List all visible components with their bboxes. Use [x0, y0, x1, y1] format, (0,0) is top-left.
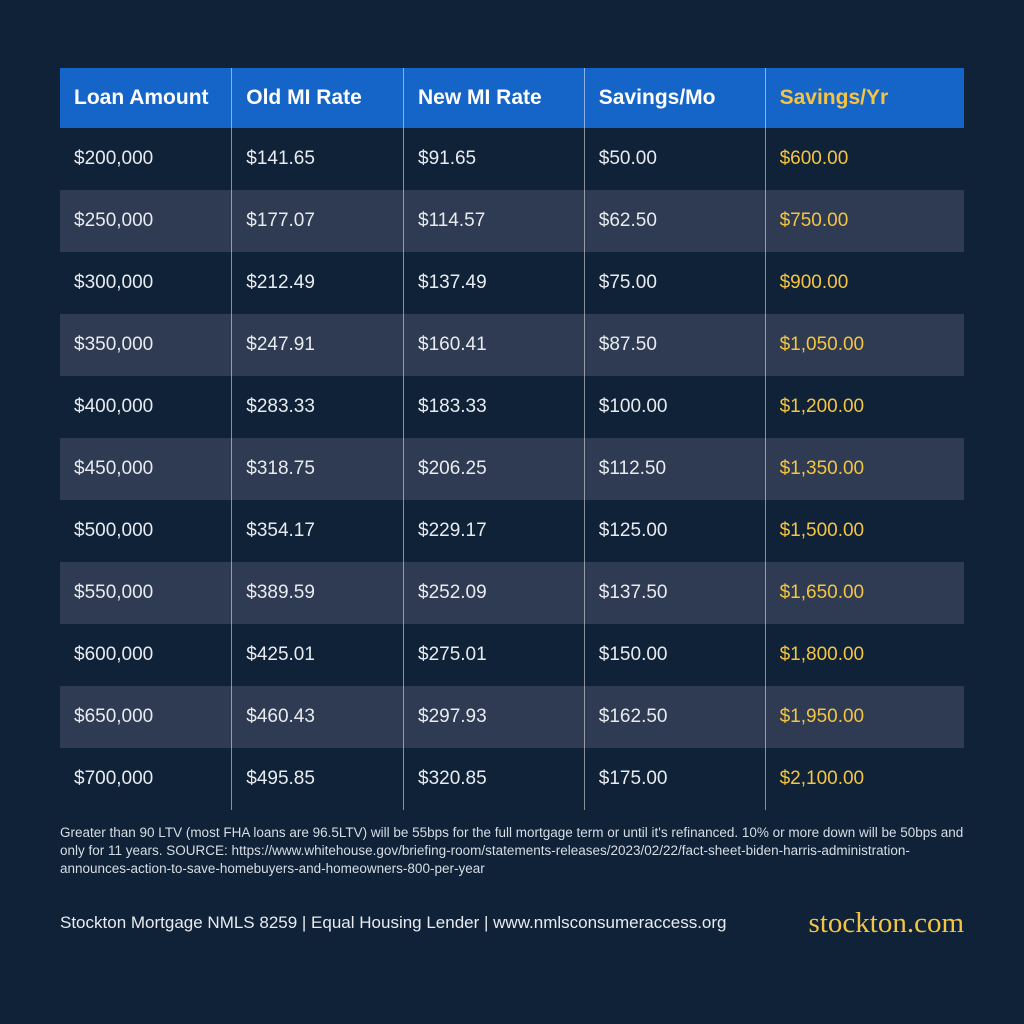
col-header-savings-yr: Savings/Yr: [765, 68, 964, 128]
brand-link[interactable]: stockton.com: [809, 907, 964, 940]
table-cell: $162.50: [584, 686, 765, 748]
col-header-new-mi-rate: New MI Rate: [404, 68, 585, 128]
table-cell: $500,000: [60, 500, 232, 562]
table-cell: $91.65: [404, 128, 585, 190]
table-cell: $137.49: [404, 252, 585, 314]
table-cell: $320.85: [404, 748, 585, 810]
table-cell: $495.85: [232, 748, 404, 810]
table-row: $700,000$495.85$320.85$175.00$2,100.00: [60, 748, 964, 810]
table-cell: $2,100.00: [765, 748, 964, 810]
table-cell: $141.65: [232, 128, 404, 190]
table-cell: $137.50: [584, 562, 765, 624]
table-cell: $1,500.00: [765, 500, 964, 562]
table-cell: $354.17: [232, 500, 404, 562]
table-cell: $112.50: [584, 438, 765, 500]
table-cell: $177.07: [232, 190, 404, 252]
table-cell: $550,000: [60, 562, 232, 624]
table-cell: $250,000: [60, 190, 232, 252]
table-cell: $1,050.00: [765, 314, 964, 376]
table-row: $350,000$247.91$160.41$87.50$1,050.00: [60, 314, 964, 376]
col-header-old-mi-rate: Old MI Rate: [232, 68, 404, 128]
table-cell: $389.59: [232, 562, 404, 624]
table-cell: $350,000: [60, 314, 232, 376]
table-cell: $900.00: [765, 252, 964, 314]
table-cell: $650,000: [60, 686, 232, 748]
table-row: $450,000$318.75$206.25$112.50$1,350.00: [60, 438, 964, 500]
table-cell: $1,650.00: [765, 562, 964, 624]
table-cell: $50.00: [584, 128, 765, 190]
table-cell: $450,000: [60, 438, 232, 500]
table-cell: $750.00: [765, 190, 964, 252]
table-cell: $175.00: [584, 748, 765, 810]
table-row: $400,000$283.33$183.33$100.00$1,200.00: [60, 376, 964, 438]
table-row: $300,000$212.49$137.49$75.00$900.00: [60, 252, 964, 314]
table-row: $200,000$141.65$91.65$50.00$600.00: [60, 128, 964, 190]
table-cell: $425.01: [232, 624, 404, 686]
table-header-row: Loan Amount Old MI Rate New MI Rate Savi…: [60, 68, 964, 128]
table-cell: $87.50: [584, 314, 765, 376]
table-cell: $100.00: [584, 376, 765, 438]
table-row: $500,000$354.17$229.17$125.00$1,500.00: [60, 500, 964, 562]
table-cell: $1,350.00: [765, 438, 964, 500]
table-cell: $229.17: [404, 500, 585, 562]
col-header-savings-mo: Savings/Mo: [584, 68, 765, 128]
table-cell: $297.93: [404, 686, 585, 748]
table-cell: $1,950.00: [765, 686, 964, 748]
table-cell: $318.75: [232, 438, 404, 500]
table-cell: $75.00: [584, 252, 765, 314]
table-cell: $183.33: [404, 376, 585, 438]
table-cell: $1,200.00: [765, 376, 964, 438]
footer-bar: Stockton Mortgage NMLS 8259 | Equal Hous…: [60, 907, 964, 940]
col-header-loan-amount: Loan Amount: [60, 68, 232, 128]
table-cell: $700,000: [60, 748, 232, 810]
table-cell: $300,000: [60, 252, 232, 314]
table-row: $250,000$177.07$114.57$62.50$750.00: [60, 190, 964, 252]
table-cell: $160.41: [404, 314, 585, 376]
table-cell: $600.00: [765, 128, 964, 190]
table-row: $550,000$389.59$252.09$137.50$1,650.00: [60, 562, 964, 624]
table-cell: $212.49: [232, 252, 404, 314]
table-cell: $247.91: [232, 314, 404, 376]
table-row: $650,000$460.43$297.93$162.50$1,950.00: [60, 686, 964, 748]
legal-text: Stockton Mortgage NMLS 8259 | Equal Hous…: [60, 913, 727, 933]
table-cell: $200,000: [60, 128, 232, 190]
table-cell: $206.25: [404, 438, 585, 500]
footnote-text: Greater than 90 LTV (most FHA loans are …: [60, 824, 964, 879]
table-cell: $600,000: [60, 624, 232, 686]
table-cell: $283.33: [232, 376, 404, 438]
table-cell: $275.01: [404, 624, 585, 686]
table-row: $600,000$425.01$275.01$150.00$1,800.00: [60, 624, 964, 686]
table-cell: $125.00: [584, 500, 765, 562]
table-cell: $114.57: [404, 190, 585, 252]
table-cell: $252.09: [404, 562, 585, 624]
table-cell: $150.00: [584, 624, 765, 686]
mi-savings-table: Loan Amount Old MI Rate New MI Rate Savi…: [60, 68, 964, 810]
table-cell: $460.43: [232, 686, 404, 748]
table-cell: $1,800.00: [765, 624, 964, 686]
table-cell: $62.50: [584, 190, 765, 252]
table-cell: $400,000: [60, 376, 232, 438]
